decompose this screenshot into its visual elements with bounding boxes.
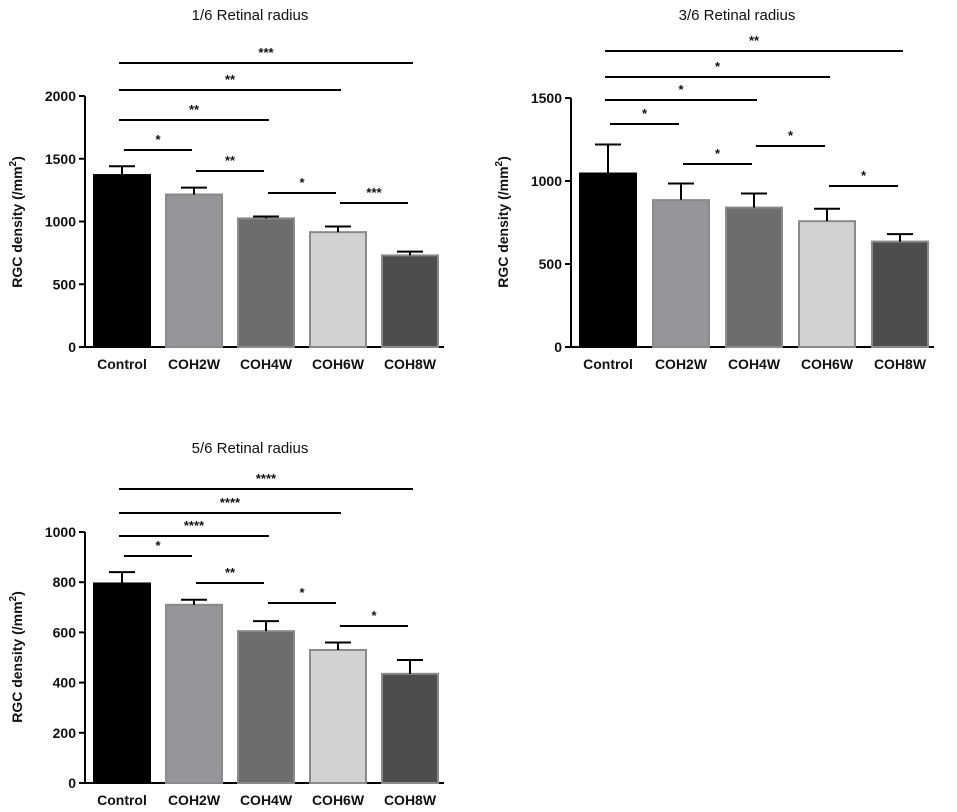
y-tick-label: 500	[53, 276, 77, 292]
x-tick-label: COH8W	[874, 356, 927, 372]
y-tick-label: 0	[68, 775, 76, 791]
x-tick-label: COH6W	[801, 356, 854, 372]
bar-coh6w	[309, 648, 367, 784]
significance-label: **	[189, 102, 200, 117]
chart-title: 3/6 Retinal radius	[679, 7, 796, 24]
bars: Control COH2W COH4W COH6W COH8W	[93, 165, 439, 372]
x-tick-label: COH2W	[168, 792, 221, 808]
y-tick-label: 1500	[531, 90, 562, 106]
bar-control	[579, 172, 637, 348]
bar-coh8w	[871, 240, 929, 348]
bar-coh2w	[165, 603, 223, 784]
significance-label: *	[861, 168, 867, 183]
y-tick-label: 1000	[531, 173, 562, 189]
y-tick-label: 1000	[45, 214, 76, 230]
x-tick-label: COH8W	[384, 356, 437, 372]
chart-title: 1/6 Retinal radius	[192, 7, 309, 24]
significance-label: ***	[366, 185, 382, 200]
y-tick-label: 500	[539, 256, 563, 272]
x-tick-label: COH8W	[384, 792, 437, 808]
x-tick-label: COH2W	[168, 356, 221, 372]
bars: Control COH2W COH4W COH6W COH8W	[579, 143, 929, 372]
significance-brackets: ********	[605, 33, 903, 187]
bar-coh8w	[381, 672, 439, 784]
x-tick-label: Control	[97, 356, 147, 372]
significance-label: *	[715, 59, 721, 74]
x-tick-label: COH6W	[312, 356, 365, 372]
significance-label: **	[749, 33, 760, 48]
x-tick-label: COH2W	[655, 356, 708, 372]
bar-control	[93, 582, 151, 785]
significance-label: ***	[258, 45, 274, 60]
chart-2: 3/6 Retinal radius RGC density (/mm2) 0 5…	[494, 7, 934, 372]
bar-coh8w	[381, 254, 439, 348]
bar-coh6w	[798, 220, 856, 348]
x-tick-label: Control	[97, 792, 147, 808]
bar-coh4w	[237, 630, 295, 785]
significance-label: **	[225, 72, 236, 87]
significance-label: *	[715, 146, 721, 161]
y-axis-label: RGC density (/mm2)	[8, 156, 25, 288]
significance-label: *	[642, 106, 648, 121]
x-tick-label: Control	[583, 356, 633, 372]
y-tick-label: 800	[53, 574, 77, 590]
y-tick-label: 1500	[45, 151, 76, 167]
y-tick-label: 0	[554, 339, 562, 355]
significance-label: *	[155, 538, 161, 553]
bar-coh4w	[725, 206, 783, 348]
bar-coh6w	[309, 231, 367, 348]
significance-label: **	[225, 153, 236, 168]
x-tick-label: COH4W	[240, 792, 293, 808]
significance-label: *	[299, 175, 305, 190]
bar-control	[93, 174, 151, 348]
bar-coh4w	[237, 217, 295, 348]
y-tick-label: 0	[68, 339, 76, 355]
x-tick-label: COH4W	[240, 356, 293, 372]
y-tick-label: 2000	[45, 88, 76, 104]
bar-coh2w	[165, 193, 223, 348]
significance-label: ****	[220, 495, 241, 510]
significance-label: *	[299, 585, 305, 600]
x-tick-label: COH4W	[728, 356, 781, 372]
y-tick-label: 400	[53, 675, 77, 691]
x-tick-label: COH6W	[312, 792, 365, 808]
significance-label: *	[155, 132, 161, 147]
y-axis-label: RGC density (/mm2)	[8, 591, 25, 723]
significance-label: ****	[256, 471, 277, 486]
chart-3: 5/6 Retinal radius RGC density (/mm2) 0 2…	[8, 440, 444, 808]
bar-coh2w	[652, 199, 710, 348]
significance-brackets: **************	[119, 45, 413, 204]
y-tick-label: 600	[53, 624, 77, 640]
significance-brackets: *****************	[119, 471, 413, 627]
significance-label: *	[371, 608, 377, 623]
y-axis-label: RGC density (/mm2)	[494, 156, 511, 288]
significance-label: *	[788, 128, 794, 143]
significance-label: **	[225, 565, 236, 580]
y-tick-label: 1000	[45, 524, 76, 540]
bars: Control COH2W COH4W COH6W COH8W	[93, 571, 439, 808]
chart-title: 5/6 Retinal radius	[192, 440, 309, 457]
significance-label: ****	[184, 518, 205, 533]
y-tick-label: 200	[53, 725, 77, 741]
chart-1: 1/6 Retinal radius RGC density (/mm2) 0 5…	[8, 7, 444, 372]
significance-label: *	[678, 82, 684, 97]
